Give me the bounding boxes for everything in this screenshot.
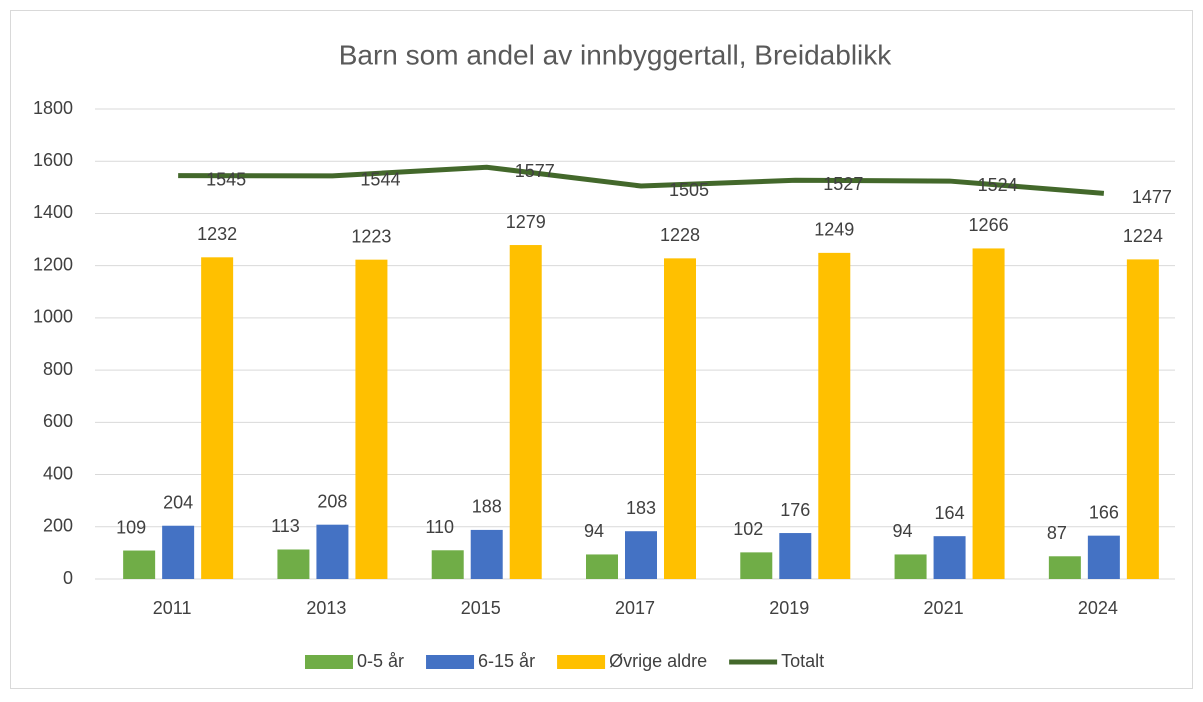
- bar: [355, 259, 388, 579]
- data-label: 1477: [1132, 187, 1172, 207]
- data-label: 1223: [351, 226, 391, 246]
- bar: [664, 258, 696, 579]
- legend-label: Totalt: [781, 651, 824, 671]
- legend-label: 6-15 år: [478, 651, 535, 671]
- data-label: 188: [472, 497, 502, 517]
- data-label: 1228: [660, 225, 700, 245]
- data-label: 94: [893, 521, 913, 541]
- chart-title: Barn som andel av innbyggertall, Breidab…: [339, 39, 893, 70]
- data-label: 1577: [515, 161, 555, 181]
- data-label: 1505: [669, 180, 709, 200]
- y-tick-label: 400: [43, 463, 73, 483]
- x-tick-label: 2019: [769, 598, 809, 618]
- x-tick-label: 2011: [153, 598, 192, 618]
- legend-label: Øvrige aldre: [609, 651, 707, 671]
- legend-label: 0-5 år: [357, 651, 404, 671]
- chart-border: [10, 10, 1193, 689]
- data-label: 1527: [823, 174, 863, 194]
- x-tick-label: 2013: [306, 598, 346, 618]
- bar: [972, 248, 1005, 579]
- bar: [779, 533, 812, 579]
- legend-swatch: [426, 655, 475, 669]
- bar: [1126, 259, 1159, 579]
- bar: [123, 550, 156, 579]
- bar: [509, 245, 542, 580]
- y-tick-label: 0: [63, 568, 73, 588]
- bar: [277, 549, 310, 579]
- bar: [1087, 535, 1120, 579]
- bar: [818, 252, 851, 579]
- data-label: 109: [116, 517, 146, 537]
- y-tick-label: 1000: [33, 307, 73, 327]
- line: [178, 164, 1105, 196]
- y-tick-label: 1800: [33, 98, 73, 118]
- bar: [625, 531, 657, 579]
- data-label: 1266: [969, 215, 1009, 235]
- bar: [201, 257, 234, 579]
- x-tick-label: 2017: [615, 598, 655, 618]
- data-label: 94: [584, 521, 604, 541]
- bar: [740, 552, 773, 579]
- x-tick-label: 2021: [924, 598, 964, 618]
- data-label: 176: [780, 500, 810, 520]
- y-tick-label: 1600: [33, 150, 73, 170]
- data-label: 87: [1047, 523, 1067, 543]
- bar: [316, 524, 349, 579]
- data-label: 164: [935, 503, 965, 523]
- data-label: 204: [163, 492, 193, 512]
- y-tick-label: 800: [43, 359, 73, 379]
- data-label: 102: [733, 519, 763, 539]
- data-label: 1224: [1123, 226, 1163, 246]
- bar: [894, 554, 927, 579]
- bar: [470, 529, 503, 579]
- data-label: 208: [317, 491, 347, 511]
- data-label: 113: [271, 516, 300, 536]
- y-tick-label: 200: [43, 516, 73, 536]
- bar: [1048, 556, 1081, 579]
- data-label: 166: [1089, 502, 1119, 522]
- y-tick-label: 1400: [33, 202, 73, 222]
- data-label: 110: [425, 517, 454, 537]
- data-label: 1279: [506, 212, 546, 232]
- data-label: 1232: [197, 224, 237, 244]
- y-tick-label: 1200: [33, 254, 73, 274]
- bar: [431, 550, 464, 579]
- bar: [162, 525, 195, 579]
- x-tick-label: 2015: [461, 598, 501, 618]
- y-tick-label: 600: [43, 411, 73, 431]
- data-label: 1524: [978, 175, 1018, 195]
- data-label: 1545: [206, 169, 246, 189]
- legend-swatch: [305, 655, 353, 669]
- data-label: 1249: [814, 220, 854, 240]
- legend-swatch: [557, 655, 606, 669]
- bar: [933, 536, 966, 579]
- x-tick-label: 2024: [1078, 598, 1118, 618]
- data-label: 1544: [360, 170, 400, 190]
- data-label: 183: [626, 498, 656, 518]
- bar: [586, 554, 618, 579]
